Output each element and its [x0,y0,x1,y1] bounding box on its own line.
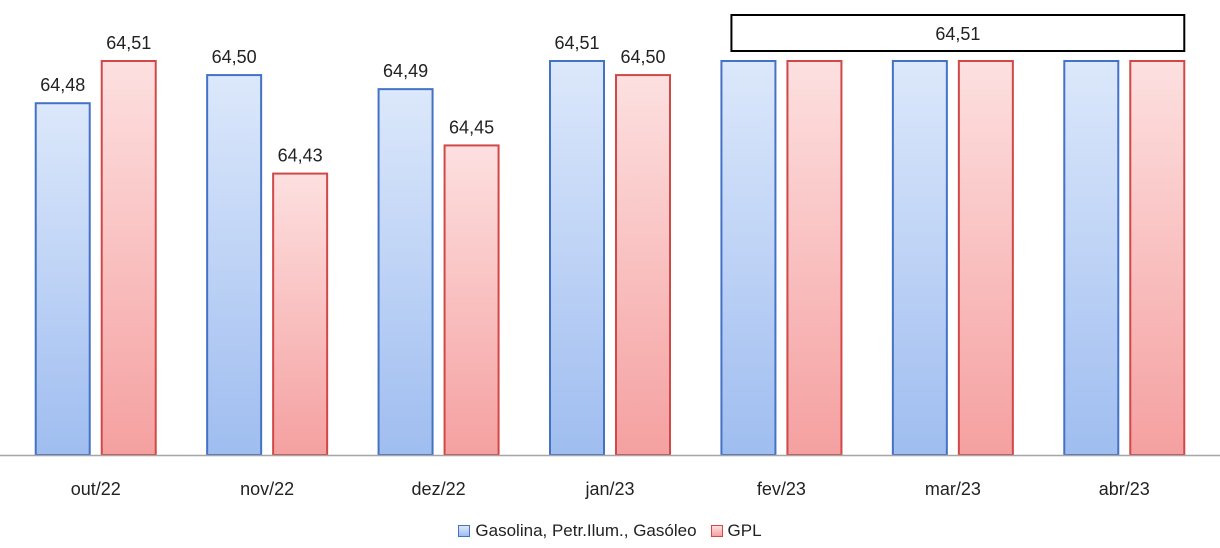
bar-series-2-nov-22 [272,172,329,456]
data-label-series-2-jan-23: 64,50 [620,47,665,67]
legend-label-series-2: GPL [727,521,762,540]
legend-item-series-1: Gasolina, Petr.Ilum., Gasóleo [458,521,697,541]
bar-series-2-out-22 [100,60,157,456]
legend-swatch-series-1 [458,525,471,537]
x-tick-label-fev-23: fev/23 [757,479,806,499]
data-label-series-1-dez-22: 64,49 [383,61,428,81]
bar-series-1-fev-23 [720,60,777,456]
legend-label-series-1: Gasolina, Petr.Ilum., Gasóleo [475,521,697,540]
bar-chart: 64,48 64,51 out/22 64,50 64,43 nov/22 64,49 64,… [0,14,1220,499]
legend-item-series-2: GPL [710,521,762,541]
bar-series-2-mar-23 [957,60,1014,456]
bar-series-1-nov-22 [206,74,263,456]
x-tick-label-out-22: out/22 [71,479,121,499]
data-label-series-2-nov-22: 64,43 [278,146,323,166]
x-tick-label-jan-23: jan/23 [584,479,634,499]
bar-series-2-fev-23 [786,60,843,456]
bar-series-1-dez-22 [377,88,434,457]
bar-series-2-jan-23 [615,74,671,456]
bar-series-1-mar-23 [891,60,948,456]
data-label-series-1-out-22: 64,48 [40,75,85,95]
bar-series-2-dez-22 [443,144,500,457]
bar-series-1-abr-23 [1063,60,1120,456]
bar-series-2-abr-23 [1129,60,1186,456]
bar-series-1-jan-23 [549,60,605,456]
annotation-box [730,14,1186,52]
data-label-series-1-jan-23: 64,51 [554,33,599,53]
chart-legend: Gasolina, Petr.Ilum., Gasóleo GPL [0,520,1220,542]
x-tick-label-dez-22: dez/22 [412,479,466,499]
legend-swatch-series-2 [710,525,723,537]
data-label-series-2-out-22: 64,51 [106,33,151,53]
x-tick-label-nov-22: nov/22 [240,479,294,499]
data-label-series-1-nov-22: 64,50 [212,47,257,67]
x-tick-label-mar-23: mar/23 [925,479,981,499]
bar-series-1-out-22 [34,102,91,456]
annotation-label: 64,51 [935,24,980,44]
x-tick-label-abr-23: abr/23 [1099,479,1150,499]
data-label-series-2-dez-22: 64,45 [449,117,494,137]
